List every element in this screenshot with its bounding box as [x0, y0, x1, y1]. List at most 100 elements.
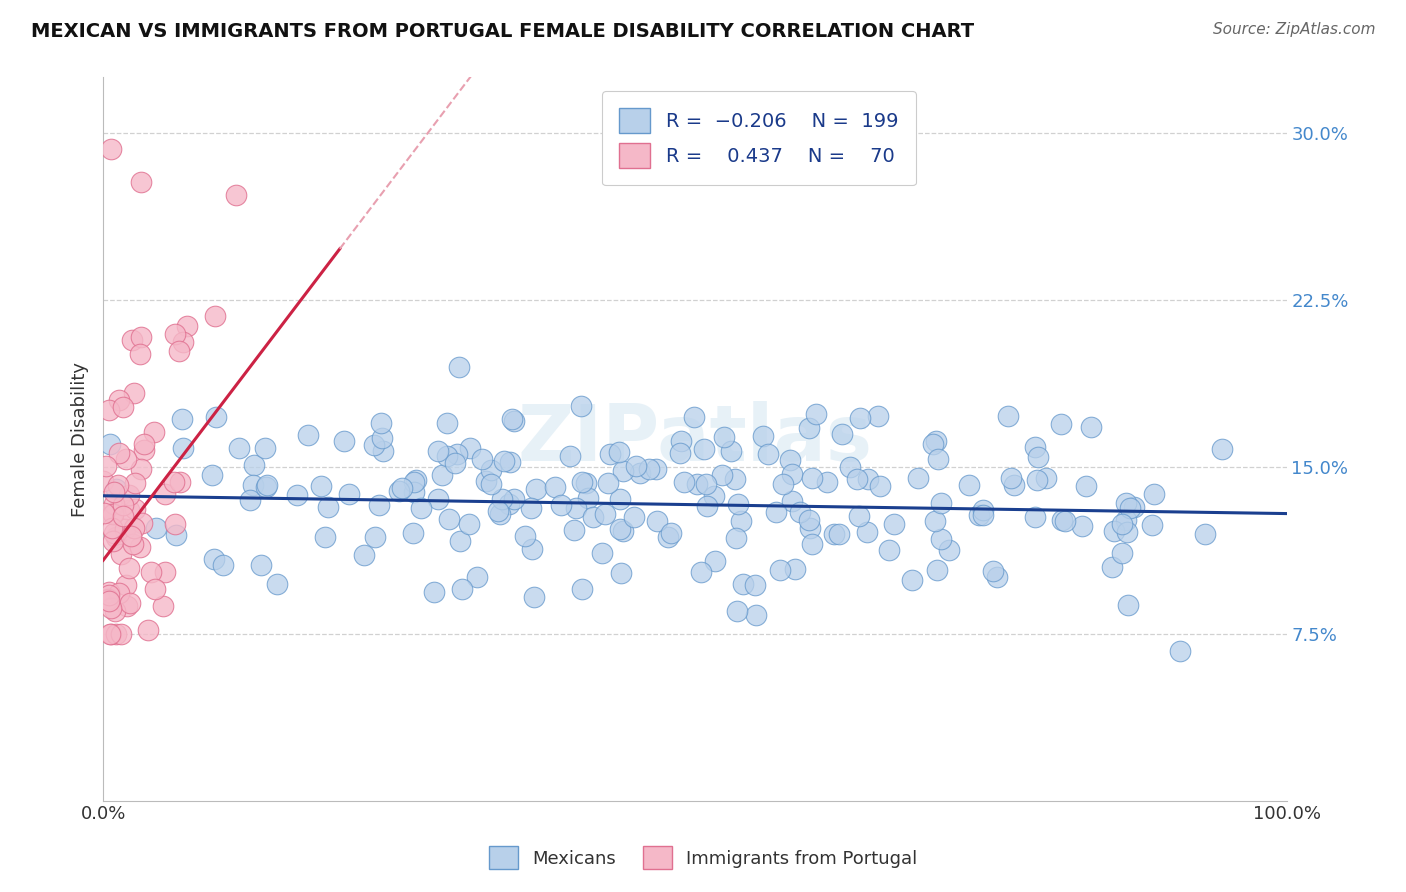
- Point: [703, 489, 725, 503]
- Point: [314, 530, 336, 544]
- Point: [437, 511, 460, 525]
- Text: Source: ZipAtlas.com: Source: ZipAtlas.com: [1212, 22, 1375, 37]
- Point: [405, 473, 427, 487]
- Point: [1101, 560, 1123, 574]
- Point: [449, 533, 471, 548]
- Point: [111, 498, 134, 512]
- Point: [765, 505, 787, 519]
- Point: [967, 508, 990, 522]
- Point: [558, 449, 581, 463]
- Point: [929, 532, 952, 546]
- Point: [727, 497, 749, 511]
- Point: [752, 429, 775, 443]
- Point: [316, 500, 339, 515]
- Point: [797, 421, 820, 435]
- Point: [562, 523, 585, 537]
- Point: [1211, 442, 1233, 456]
- Point: [96, 458, 118, 473]
- Point: [105, 482, 128, 496]
- Point: [1115, 525, 1137, 540]
- Point: [523, 590, 546, 604]
- Point: [1119, 501, 1142, 516]
- Point: [673, 475, 696, 489]
- Point: [997, 409, 1019, 424]
- Point: [100, 626, 122, 640]
- Point: [465, 570, 488, 584]
- Point: [96, 593, 118, 607]
- Point: [167, 343, 190, 358]
- Point: [727, 604, 749, 618]
- Point: [900, 573, 922, 587]
- Point: [460, 442, 482, 456]
- Point: [972, 503, 994, 517]
- Point: [115, 599, 138, 613]
- Point: [479, 463, 502, 477]
- Point: [696, 499, 718, 513]
- Point: [1071, 518, 1094, 533]
- Point: [353, 548, 375, 562]
- Point: [661, 525, 683, 540]
- Point: [107, 478, 129, 492]
- Point: [929, 495, 952, 509]
- Point: [141, 565, 163, 579]
- Point: [201, 468, 224, 483]
- Point: [569, 399, 592, 413]
- Point: [848, 509, 870, 524]
- Point: [686, 477, 709, 491]
- Point: [114, 578, 136, 592]
- Point: [883, 517, 905, 532]
- Point: [101, 533, 124, 548]
- Point: [1194, 527, 1216, 541]
- Point: [202, 552, 225, 566]
- Point: [108, 585, 131, 599]
- Point: [1080, 420, 1102, 434]
- Point: [205, 410, 228, 425]
- Point: [243, 458, 266, 472]
- Point: [492, 454, 515, 468]
- Point: [925, 434, 948, 448]
- Point: [724, 472, 747, 486]
- Point: [498, 497, 520, 511]
- Point: [447, 360, 470, 375]
- Point: [172, 441, 194, 455]
- Point: [520, 542, 543, 557]
- Point: [789, 505, 811, 519]
- Point: [309, 479, 332, 493]
- Point: [97, 592, 120, 607]
- Point: [704, 553, 727, 567]
- Point: [153, 487, 176, 501]
- Point: [645, 462, 668, 476]
- Point: [170, 411, 193, 425]
- Point: [612, 524, 634, 539]
- Point: [122, 521, 145, 535]
- Point: [253, 442, 276, 456]
- Point: [501, 412, 523, 426]
- Point: [1115, 513, 1137, 527]
- Point: [256, 480, 278, 494]
- Point: [103, 484, 125, 499]
- Point: [91, 474, 114, 488]
- Point: [756, 447, 779, 461]
- Point: [804, 407, 827, 421]
- Point: [121, 333, 143, 347]
- Point: [544, 480, 567, 494]
- Point: [1026, 473, 1049, 487]
- Point: [129, 175, 152, 189]
- Point: [124, 476, 146, 491]
- Point: [927, 563, 949, 577]
- Point: [1024, 510, 1046, 524]
- Point: [693, 442, 716, 456]
- Point: [695, 477, 717, 491]
- Point: [436, 416, 458, 430]
- Point: [371, 444, 394, 458]
- Point: [922, 437, 945, 451]
- Point: [499, 455, 522, 469]
- Point: [103, 526, 125, 541]
- Point: [118, 561, 141, 575]
- Point: [93, 506, 115, 520]
- Point: [609, 522, 631, 536]
- Point: [250, 558, 273, 572]
- Point: [815, 475, 838, 490]
- Point: [107, 393, 129, 408]
- Point: [799, 513, 821, 527]
